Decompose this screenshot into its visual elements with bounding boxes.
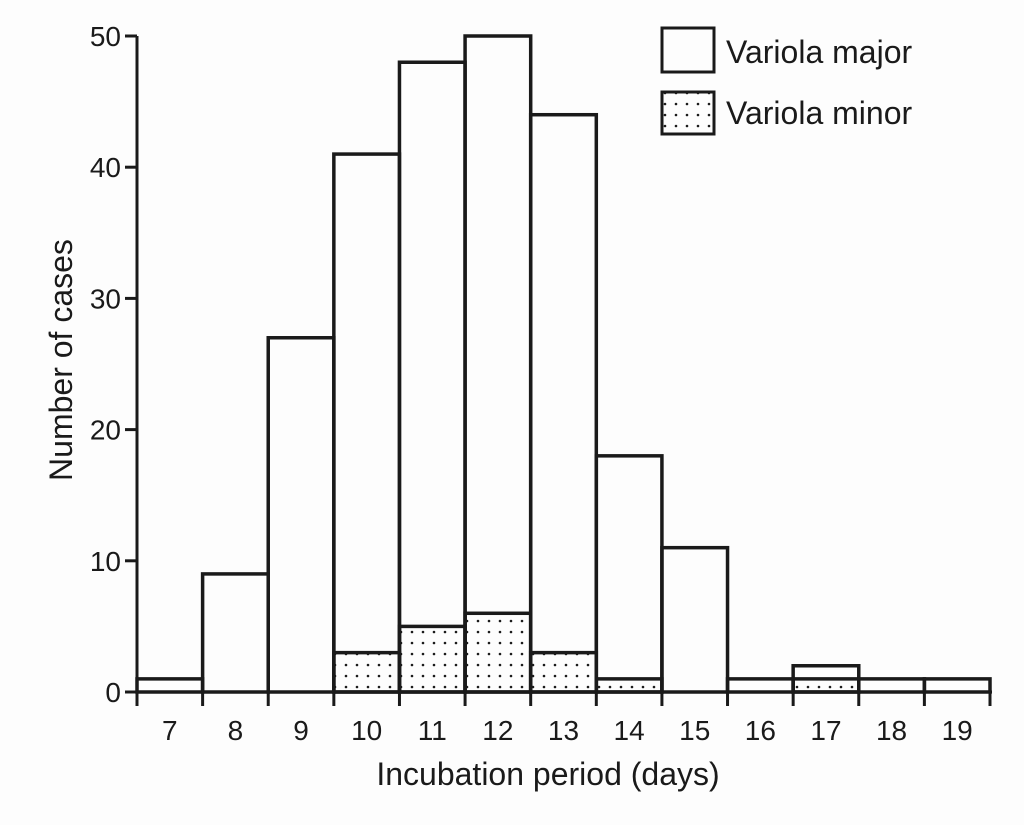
- bar-variola-major-13: [528, 112, 599, 694]
- x-tick-label: 10: [351, 715, 382, 746]
- x-tick-label: 11: [418, 715, 447, 746]
- y-tick-label: 40: [90, 152, 121, 183]
- x-tick-label: 8: [228, 715, 244, 746]
- y-axis-label: Number of cases: [43, 239, 79, 481]
- x-tick-label: 15: [679, 715, 710, 746]
- bar-variola-minor-11: [397, 624, 467, 694]
- bar-variola-major-9: [266, 336, 336, 694]
- legend-label-minor: Variola minor: [726, 95, 912, 131]
- bar-variola-major-14: [594, 454, 664, 694]
- bar-variola-minor-17: [791, 677, 861, 694]
- legend-swatch-major: [660, 26, 716, 74]
- y-tick-label: 10: [90, 546, 121, 577]
- bar-variola-major-10: [332, 152, 402, 694]
- x-tick-label: 7: [162, 715, 178, 746]
- y-tick-label: 20: [90, 415, 121, 446]
- y-tick-label: 30: [90, 283, 121, 314]
- bar-variola-minor-14: [594, 677, 664, 694]
- x-tick-label: 17: [810, 715, 841, 746]
- bar-variola-major-12: [463, 34, 533, 694]
- legend: Variola major Variola minor: [660, 26, 912, 136]
- y-tick-label: 0: [105, 677, 121, 708]
- x-tick-label: 14: [614, 715, 645, 746]
- bar-variola-major-15: [660, 545, 730, 694]
- x-tick-label: 19: [942, 715, 973, 746]
- legend-label-major: Variola major: [726, 34, 912, 70]
- x-axis-label: Incubation period (days): [376, 756, 719, 792]
- x-tick-label: 12: [482, 715, 513, 746]
- bar-variola-minor-12: [463, 611, 533, 694]
- bar-variola-minor-13: [528, 650, 599, 694]
- bar-variola-major-11: [397, 60, 467, 694]
- x-tick-label: 13: [548, 715, 579, 746]
- bar-variola-major-16: [725, 677, 795, 694]
- x-tick-label: 18: [876, 715, 907, 746]
- x-tick-label: 16: [745, 715, 776, 746]
- bar-variola-major-7: [135, 677, 205, 694]
- y-tick-label: 50: [90, 21, 121, 52]
- bar-variola-minor-10: [332, 650, 402, 694]
- legend-swatch-minor: [660, 90, 716, 136]
- bar-variola-major-18: [857, 677, 927, 694]
- bar-variola-major-19: [922, 677, 992, 694]
- x-tick-label: 9: [293, 715, 309, 746]
- bar-variola-major-8: [200, 572, 270, 694]
